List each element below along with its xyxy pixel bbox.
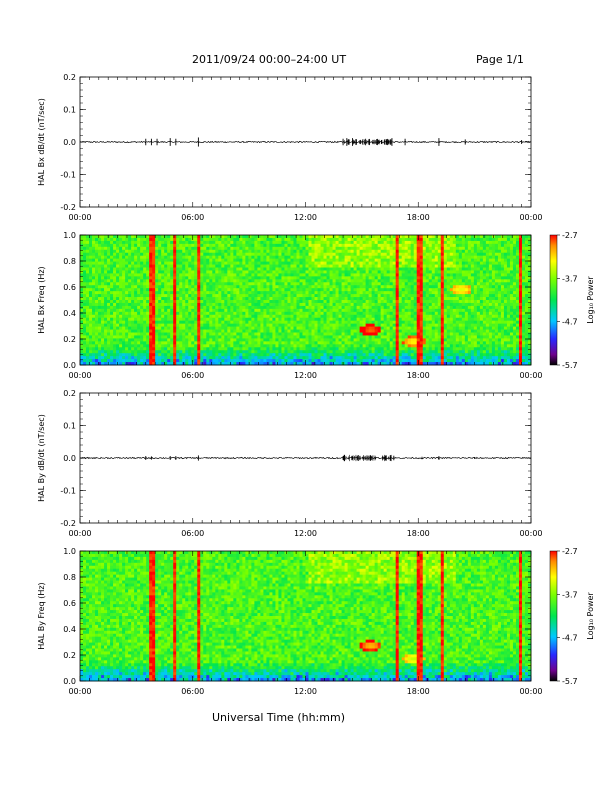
- y-tick-label: -0.1: [60, 171, 76, 180]
- colorbar-label-3: Log₁₀ Power: [586, 592, 595, 640]
- series-line-0: [79, 140, 532, 144]
- y-tick-label: 0.4: [63, 625, 76, 634]
- y-axis-label-2: HAL By dB/dt (nT/sec): [37, 414, 46, 502]
- y-tick-label: 0.6: [63, 283, 76, 292]
- y-tick-label: 0.1: [63, 422, 76, 431]
- y-tick-label: 1.0: [63, 231, 76, 240]
- series-line-2: [79, 456, 532, 460]
- colorbar-tick-label: -4.7: [562, 318, 578, 327]
- y-axis-label-0: HAL Bx dB/dt (nT/sec): [37, 98, 46, 186]
- x-tick-label: 00:00: [519, 371, 542, 380]
- x-tick-label: 12:00: [294, 687, 317, 696]
- colorbar-tick-label: -3.7: [562, 590, 578, 599]
- colorbar-tick-label: -5.7: [562, 677, 578, 686]
- colorbar-tick-label: -3.7: [562, 274, 578, 283]
- x-tick-label: 00:00: [68, 371, 91, 380]
- x-tick-label: 18:00: [407, 213, 430, 222]
- colorbar-tick-label: -2.7: [562, 231, 578, 240]
- y-axis-label-3: HAL By Freq (Hz): [37, 582, 46, 649]
- y-tick-label: 0.8: [63, 257, 76, 266]
- page-indicator: Page 1/1: [476, 53, 524, 66]
- y-axis-label-1: HAL Bx Freq (Hz): [37, 266, 46, 333]
- x-tick-label: 00:00: [68, 687, 91, 696]
- colorbar-3: [549, 550, 558, 682]
- x-tick-label: 00:00: [519, 213, 542, 222]
- heatmap-cells-3: [80, 551, 532, 682]
- y-tick-label: -0.2: [60, 203, 76, 212]
- x-tick-label: 06:00: [181, 213, 204, 222]
- x-tick-label: 00:00: [519, 687, 542, 696]
- y-tick-label: 1.0: [63, 547, 76, 556]
- y-tick-label: 0.6: [63, 599, 76, 608]
- x-tick-label: 00:00: [68, 529, 91, 538]
- x-axis-label: Universal Time (hh:mm): [212, 711, 345, 724]
- x-tick-label: 18:00: [407, 687, 430, 696]
- x-tick-label: 18:00: [407, 371, 430, 380]
- y-tick-label: 0.0: [63, 454, 76, 463]
- x-tick-label: 12:00: [294, 371, 317, 380]
- x-tick-label: 12:00: [294, 213, 317, 222]
- colorbar-tick-label: -4.7: [562, 634, 578, 643]
- y-tick-label: 0.1: [63, 106, 76, 115]
- x-tick-label: 12:00: [294, 529, 317, 538]
- y-tick-label: 0.0: [63, 677, 76, 686]
- colorbar-1: [549, 234, 558, 366]
- y-tick-label: 0.2: [63, 73, 76, 82]
- x-tick-label: 06:00: [181, 529, 204, 538]
- colorbar-tick-label: -2.7: [562, 547, 578, 556]
- x-tick-label: 00:00: [519, 529, 542, 538]
- y-tick-label: 0.0: [63, 138, 76, 147]
- x-tick-label: 18:00: [407, 529, 430, 538]
- colorbar-label-1: Log₁₀ Power: [586, 276, 595, 324]
- y-tick-label: 0.0: [63, 361, 76, 370]
- y-tick-label: 0.2: [63, 389, 76, 398]
- x-tick-label: 06:00: [181, 371, 204, 380]
- y-tick-label: 0.2: [63, 651, 76, 660]
- y-tick-label: -0.2: [60, 519, 76, 528]
- colorbar-tick-label: -5.7: [562, 361, 578, 370]
- y-tick-label: 0.8: [63, 573, 76, 582]
- date-range-title: 2011/09/24 00:00–24:00 UT: [192, 53, 347, 66]
- y-tick-label: 0.2: [63, 335, 76, 344]
- y-tick-label: 0.4: [63, 309, 76, 318]
- x-tick-label: 06:00: [181, 687, 204, 696]
- x-tick-label: 00:00: [68, 213, 91, 222]
- y-tick-label: -0.1: [60, 487, 76, 496]
- heatmap-cells-1: [80, 235, 532, 366]
